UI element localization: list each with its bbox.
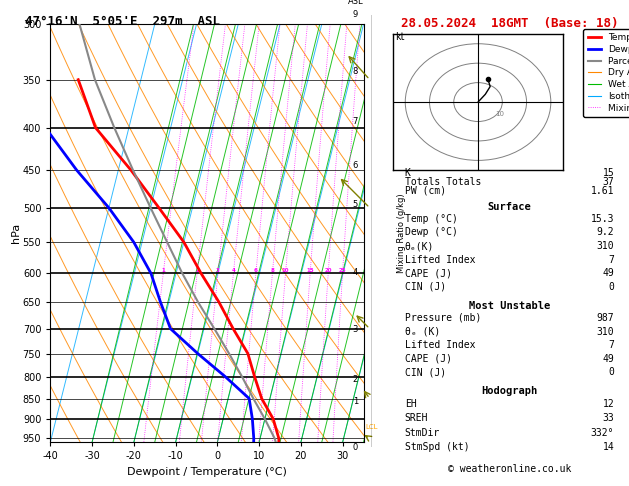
- Text: 2: 2: [195, 268, 199, 273]
- Text: km
ASL: km ASL: [348, 0, 363, 6]
- Text: Dewp (°C): Dewp (°C): [405, 227, 458, 238]
- Text: 1: 1: [353, 398, 358, 406]
- Text: 310: 310: [596, 327, 614, 337]
- Text: 9: 9: [353, 10, 358, 19]
- Text: 9.2: 9.2: [596, 227, 614, 238]
- Text: CIN (J): CIN (J): [405, 282, 446, 292]
- Text: 3: 3: [353, 325, 358, 334]
- Text: 20: 20: [325, 268, 332, 273]
- Text: 0: 0: [608, 367, 614, 378]
- Text: StmDir: StmDir: [405, 428, 440, 438]
- Text: 1: 1: [162, 268, 165, 273]
- Text: 10: 10: [282, 268, 289, 273]
- Text: Pressure (mb): Pressure (mb): [405, 313, 481, 323]
- Text: 8: 8: [270, 268, 274, 273]
- Text: 15: 15: [603, 168, 614, 178]
- Text: Surface: Surface: [487, 202, 532, 212]
- X-axis label: Dewpoint / Temperature (°C): Dewpoint / Temperature (°C): [127, 467, 287, 477]
- Text: 3: 3: [216, 268, 220, 273]
- Text: LCL: LCL: [365, 424, 377, 430]
- Text: 33: 33: [603, 413, 614, 423]
- Text: 49: 49: [603, 268, 614, 278]
- Text: 47°16'N  5°05'E  297m  ASL: 47°16'N 5°05'E 297m ASL: [25, 15, 220, 28]
- Y-axis label: hPa: hPa: [11, 223, 21, 243]
- Text: CAPE (J): CAPE (J): [405, 354, 452, 364]
- Text: Mixing Ratio (g/kg): Mixing Ratio (g/kg): [397, 193, 406, 273]
- Text: 14: 14: [603, 442, 614, 452]
- Text: Hodograph: Hodograph: [481, 386, 538, 396]
- Text: 6: 6: [353, 161, 358, 170]
- Text: 10: 10: [495, 111, 504, 117]
- Text: 25: 25: [338, 268, 347, 273]
- Text: 2: 2: [353, 375, 358, 384]
- Text: 12: 12: [603, 399, 614, 409]
- Text: © weatheronline.co.uk: © weatheronline.co.uk: [448, 464, 571, 474]
- Text: Lifted Index: Lifted Index: [405, 255, 476, 265]
- Text: EH: EH: [405, 399, 416, 409]
- Text: 8: 8: [353, 68, 358, 76]
- Text: 15.3: 15.3: [591, 214, 614, 224]
- Text: 0: 0: [608, 282, 614, 292]
- Legend: Temperature, Dewpoint, Parcel Trajectory, Dry Adiabat, Wet Adiabat, Isotherm, Mi: Temperature, Dewpoint, Parcel Trajectory…: [583, 29, 629, 117]
- Text: Totals Totals: Totals Totals: [405, 177, 481, 187]
- Text: 15: 15: [306, 268, 314, 273]
- Text: 4: 4: [231, 268, 235, 273]
- Text: K: K: [405, 168, 411, 178]
- Text: 7: 7: [608, 255, 614, 265]
- Text: 7: 7: [353, 117, 358, 126]
- Text: kt: kt: [396, 32, 405, 42]
- Text: CIN (J): CIN (J): [405, 367, 446, 378]
- Text: Most Unstable: Most Unstable: [469, 301, 550, 312]
- Text: 37: 37: [603, 177, 614, 187]
- Text: 332°: 332°: [591, 428, 614, 438]
- Text: 7: 7: [608, 340, 614, 350]
- Text: θₑ(K): θₑ(K): [405, 241, 434, 251]
- Text: θₑ (K): θₑ (K): [405, 327, 440, 337]
- Text: 28.05.2024  18GMT  (Base: 18): 28.05.2024 18GMT (Base: 18): [401, 17, 618, 30]
- Text: 49: 49: [603, 354, 614, 364]
- Text: Lifted Index: Lifted Index: [405, 340, 476, 350]
- Text: 310: 310: [596, 241, 614, 251]
- Text: StmSpd (kt): StmSpd (kt): [405, 442, 469, 452]
- Text: 6: 6: [254, 268, 258, 273]
- Text: 1.61: 1.61: [591, 186, 614, 195]
- Text: Temp (°C): Temp (°C): [405, 214, 458, 224]
- Text: 5: 5: [353, 200, 358, 209]
- Text: SREH: SREH: [405, 413, 428, 423]
- Text: 0: 0: [353, 443, 358, 451]
- Text: 4: 4: [353, 268, 358, 277]
- Text: PW (cm): PW (cm): [405, 186, 446, 195]
- Text: CAPE (J): CAPE (J): [405, 268, 452, 278]
- Text: 987: 987: [596, 313, 614, 323]
